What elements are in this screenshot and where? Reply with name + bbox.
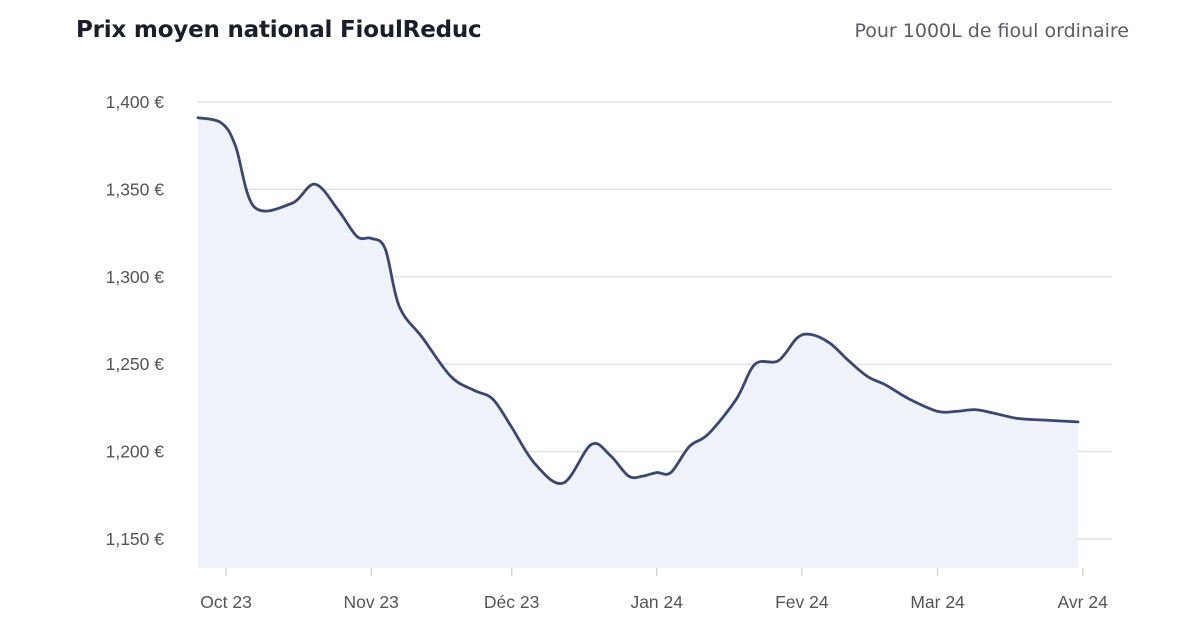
x-tick-label: Jan 24 — [630, 592, 683, 612]
y-tick-label: 1,350 € — [106, 179, 165, 199]
x-tick-label: Oct 23 — [200, 592, 252, 612]
y-tick-label: 1,200 € — [106, 442, 165, 462]
y-tick-label: 1,150 € — [106, 529, 165, 549]
y-tick-label: 1,300 € — [106, 267, 165, 287]
x-tick-label: Déc 23 — [484, 592, 539, 612]
y-tick-label: 1,250 € — [106, 354, 165, 374]
x-tick-label: Fev 24 — [775, 592, 829, 612]
x-tick-label: Nov 23 — [343, 592, 398, 612]
x-tick-label: Mar 24 — [910, 592, 965, 612]
x-tick-label: Avr 24 — [1058, 592, 1109, 612]
price-line — [196, 116, 1080, 485]
y-tick-label: 1,400 € — [106, 92, 165, 112]
chart-subtitle: Pour 1000L de fioul ordinaire — [854, 20, 1129, 42]
price-area — [198, 117, 1078, 568]
y-axis: 1,400 € 1,350 € 1,300 € 1,250 € 1,200 € 1,150… — [106, 92, 165, 549]
chart-title: Prix moyen national FioulReduc — [76, 17, 482, 43]
x-axis: Oct 23 Nov 23 Déc 23 Jan 24 Fev 24 Mar 24 Avr … — [200, 568, 1108, 612]
